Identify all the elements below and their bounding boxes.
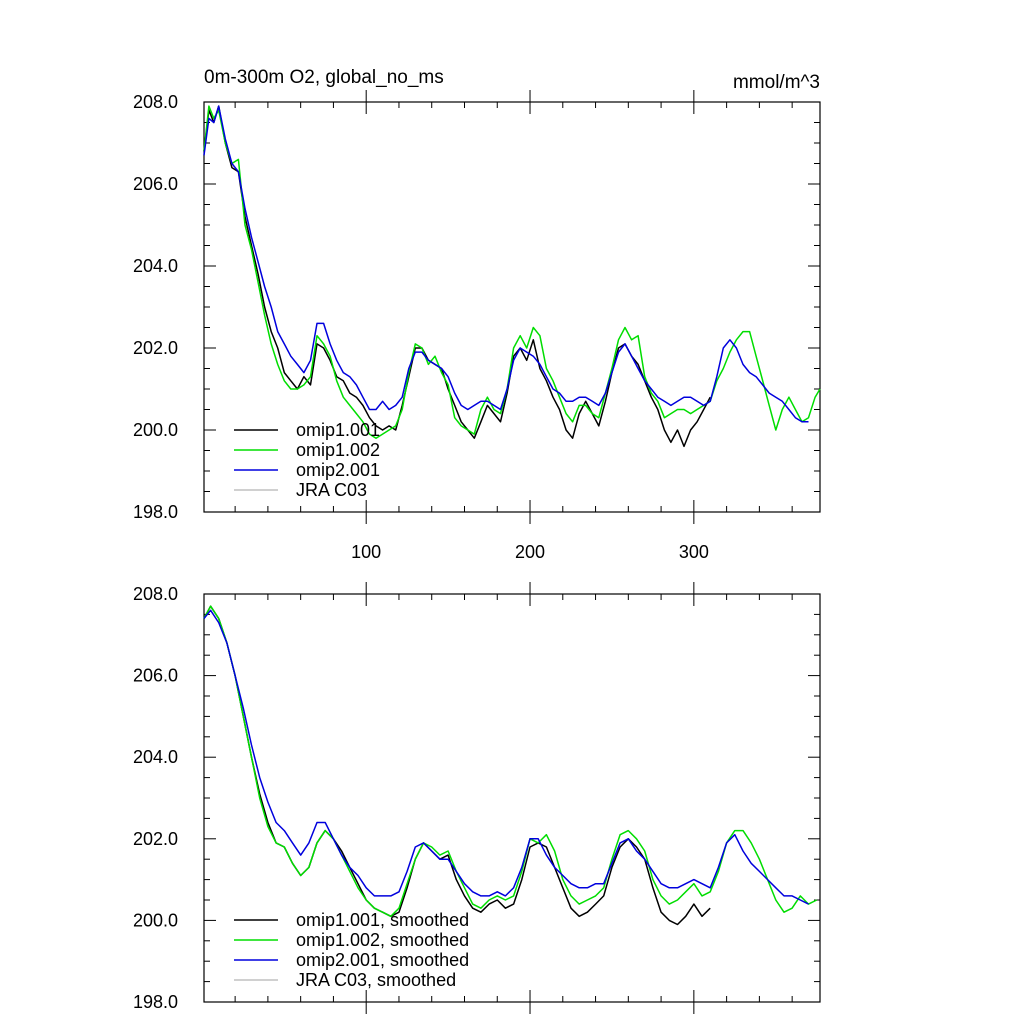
legend-label: omip2.001 <box>296 460 380 480</box>
y-tick-label: 208.0 <box>133 584 178 604</box>
legend-label: omip1.001, smoothed <box>296 910 469 930</box>
y-tick-label: 208.0 <box>133 92 178 112</box>
legend-label: omip1.002, smoothed <box>296 930 469 950</box>
y-tick-label: 198.0 <box>133 502 178 522</box>
raw-panel: 198.0 200.0 202.0 204.0 206.0 208.0 100 200 300 o… <box>133 90 821 562</box>
x-tick-label: 200 <box>515 542 545 562</box>
y-tick-label: 202.0 <box>133 338 178 358</box>
series-line-omip2-001-smoothed <box>203 609 809 905</box>
legend-label: omip1.002 <box>296 440 380 460</box>
x-tick-label: 100 <box>351 542 381 562</box>
chart-title: 0m-300m O2, global_no_ms <box>204 67 444 88</box>
y-tick-label: 200.0 <box>133 910 178 930</box>
series-line-omip1-001 <box>203 105 711 448</box>
y-tick-label: 200.0 <box>133 420 178 440</box>
legend-label: omip2.001, smoothed <box>296 950 469 970</box>
y-tick-label: 202.0 <box>133 829 178 849</box>
y-tick-label: 198.0 <box>133 992 178 1012</box>
y-tick-label: 204.0 <box>133 256 178 276</box>
legend-label: JRA C03 <box>296 480 367 500</box>
smoothed-panel: 198.0 200.0 202.0 204.0 206.0 208.0 omip1.001,… <box>133 582 821 1014</box>
series-line-omip1-001-smoothed <box>203 605 711 926</box>
y-tick-label: 206.0 <box>133 174 178 194</box>
y-tick-label: 204.0 <box>133 747 178 767</box>
series-line-omip2-001 <box>203 105 809 423</box>
x-tick-label: 300 <box>679 542 709 562</box>
y-tick-label: 206.0 <box>133 666 178 686</box>
series-line-omip1-002 <box>203 105 821 439</box>
legend-label: omip1.001 <box>296 420 380 440</box>
legend-label: JRA C03, smoothed <box>296 970 456 990</box>
units-label: mmol/m^3 <box>733 72 820 93</box>
series-line-omip1-002-smoothed <box>203 605 818 918</box>
